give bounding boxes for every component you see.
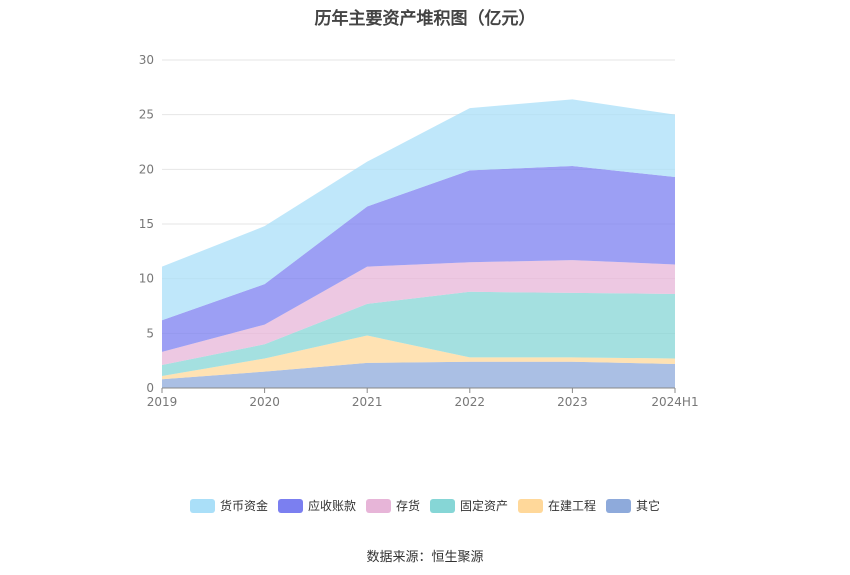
area-series (162, 291, 675, 376)
legend-label: 应收账款 (307, 499, 356, 513)
legend-label: 货币资金 (219, 499, 268, 513)
chart-legend: 货币资金 应收账款 存货 固定资产 在建工程 其它 (0, 497, 850, 514)
area-series (162, 99, 675, 321)
legend-item[interactable]: 其它 (606, 497, 660, 514)
y-tick-label: 25 (139, 108, 154, 122)
legend-swatch (606, 498, 632, 513)
y-tick-label: 15 (139, 217, 154, 231)
legend-label: 其它 (636, 499, 661, 513)
legend-label: 在建工程 (548, 499, 597, 513)
legend-label: 存货 (395, 499, 420, 513)
y-tick-label: 10 (139, 272, 154, 286)
chart-title: 历年主要资产堆积图（亿元） (314, 9, 536, 29)
area-series (162, 166, 675, 352)
x-tick-label: 2021 (352, 395, 383, 409)
data-source-note: 数据来源：恒生聚源 (366, 550, 484, 565)
legend-item[interactable]: 货币资金 (189, 497, 268, 514)
x-tick-label: 2019 (147, 395, 178, 409)
legend-item[interactable]: 在建工程 (518, 497, 596, 514)
y-tick-label: 0 (146, 381, 154, 395)
x-tick-label: 2023 (557, 395, 588, 409)
y-tick-label: 20 (139, 162, 154, 176)
legend-label: 固定资产 (460, 499, 509, 513)
legend-swatch (518, 498, 544, 513)
legend-swatch (189, 498, 215, 513)
x-tick-label: 2024H1 (651, 395, 698, 409)
legend-swatch (430, 498, 455, 513)
legend-item[interactable]: 固定资产 (430, 497, 508, 514)
y-tick-label: 30 (139, 53, 154, 67)
legend-swatch (277, 498, 303, 513)
legend-item[interactable]: 应收账款 (277, 497, 356, 514)
legend-swatch (365, 498, 391, 513)
y-tick-label: 5 (146, 326, 154, 340)
legend-item[interactable]: 存货 (365, 497, 420, 514)
x-tick-label: 2022 (455, 395, 486, 409)
area-series (162, 260, 675, 366)
area-series (162, 335, 675, 380)
area-series (162, 361, 675, 388)
x-tick-label: 2020 (249, 395, 280, 409)
